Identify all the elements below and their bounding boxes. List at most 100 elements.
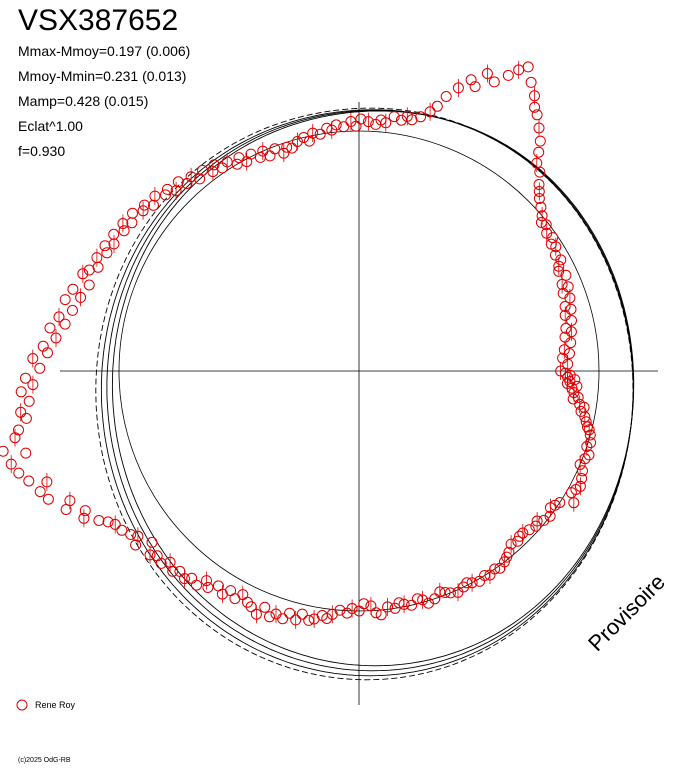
data-point bbox=[567, 393, 579, 405]
data-point bbox=[137, 201, 149, 220]
data-point bbox=[577, 465, 588, 477]
data-point bbox=[303, 614, 315, 626]
data-point bbox=[415, 111, 427, 123]
point-marker bbox=[254, 151, 266, 163]
data-point bbox=[585, 437, 597, 449]
data-point bbox=[79, 505, 91, 517]
point-marker bbox=[567, 393, 579, 405]
data-point bbox=[130, 539, 142, 551]
data-point bbox=[296, 608, 308, 620]
data-point bbox=[380, 113, 392, 132]
data-point bbox=[584, 429, 596, 441]
data-point bbox=[126, 217, 138, 229]
data-point bbox=[431, 100, 443, 112]
data-points bbox=[0, 60, 597, 629]
data-point bbox=[488, 76, 500, 88]
point-marker bbox=[99, 240, 111, 252]
data-point bbox=[13, 467, 25, 479]
data-point bbox=[170, 181, 182, 200]
data-point bbox=[44, 322, 56, 334]
point-marker bbox=[562, 281, 574, 293]
point-marker bbox=[534, 135, 546, 147]
data-point bbox=[341, 607, 353, 619]
data-point bbox=[194, 173, 206, 185]
point-marker bbox=[534, 166, 546, 178]
data-point bbox=[118, 225, 130, 237]
data-point bbox=[93, 515, 105, 526]
data-point bbox=[411, 593, 423, 605]
point-marker bbox=[571, 380, 583, 392]
point-marker bbox=[535, 201, 547, 213]
point-marker bbox=[13, 467, 25, 479]
data-point bbox=[582, 421, 593, 433]
data-point bbox=[101, 247, 113, 259]
data-point bbox=[99, 240, 111, 252]
point-marker bbox=[284, 607, 296, 619]
data-point bbox=[355, 113, 367, 125]
point-marker bbox=[575, 405, 587, 417]
data-point bbox=[125, 529, 137, 540]
data-point bbox=[127, 207, 138, 219]
fit-curve-3 bbox=[111, 110, 635, 667]
point-marker bbox=[303, 135, 315, 147]
point-marker bbox=[116, 524, 128, 536]
point-marker bbox=[101, 247, 113, 259]
data-point bbox=[34, 362, 46, 374]
data-point bbox=[37, 340, 49, 352]
data-point bbox=[514, 530, 525, 542]
data-point bbox=[559, 306, 571, 325]
fit-curves bbox=[95, 107, 635, 681]
data-point bbox=[580, 416, 592, 428]
point-marker bbox=[314, 128, 326, 140]
data-point bbox=[560, 322, 572, 334]
data-point bbox=[481, 64, 493, 83]
data-point bbox=[254, 151, 266, 163]
data-point bbox=[494, 562, 506, 574]
data-point bbox=[250, 605, 262, 624]
point-marker bbox=[20, 412, 32, 424]
point-marker bbox=[174, 565, 186, 577]
point-marker bbox=[186, 572, 198, 584]
data-point bbox=[212, 580, 224, 592]
data-point bbox=[512, 535, 524, 547]
point-marker bbox=[393, 597, 405, 609]
data-point bbox=[108, 228, 120, 240]
point-marker bbox=[415, 111, 427, 123]
point-marker bbox=[20, 372, 31, 384]
data-point bbox=[544, 498, 556, 517]
point-marker bbox=[20, 447, 32, 459]
data-point bbox=[23, 395, 35, 407]
data-point bbox=[529, 86, 540, 105]
point-marker bbox=[494, 562, 506, 574]
copyright: (c)2025 OdG-RB bbox=[18, 757, 71, 764]
data-point bbox=[362, 112, 374, 131]
data-point bbox=[562, 355, 574, 374]
point-marker bbox=[529, 101, 541, 113]
data-point bbox=[559, 331, 571, 343]
data-point bbox=[314, 128, 326, 140]
point-marker bbox=[79, 505, 91, 517]
data-point bbox=[474, 575, 486, 587]
data-point bbox=[151, 550, 163, 562]
data-point bbox=[395, 114, 407, 126]
legend-circle bbox=[16, 699, 28, 711]
point-marker bbox=[330, 119, 342, 131]
point-marker bbox=[296, 608, 308, 620]
data-point bbox=[291, 132, 303, 151]
data-point bbox=[375, 609, 387, 621]
data-point bbox=[338, 121, 350, 133]
data-point bbox=[503, 546, 515, 558]
point-marker bbox=[533, 193, 545, 204]
point-marker bbox=[544, 510, 556, 522]
chart-title: VSX387652 bbox=[18, 4, 179, 37]
point-marker bbox=[514, 530, 525, 542]
point-marker bbox=[108, 228, 120, 240]
data-point bbox=[568, 493, 580, 512]
data-point bbox=[216, 162, 228, 174]
fit-curve-4 bbox=[95, 107, 634, 681]
data-point bbox=[20, 412, 32, 424]
legend-label: Rene Roy bbox=[35, 700, 76, 710]
data-point bbox=[556, 275, 568, 294]
